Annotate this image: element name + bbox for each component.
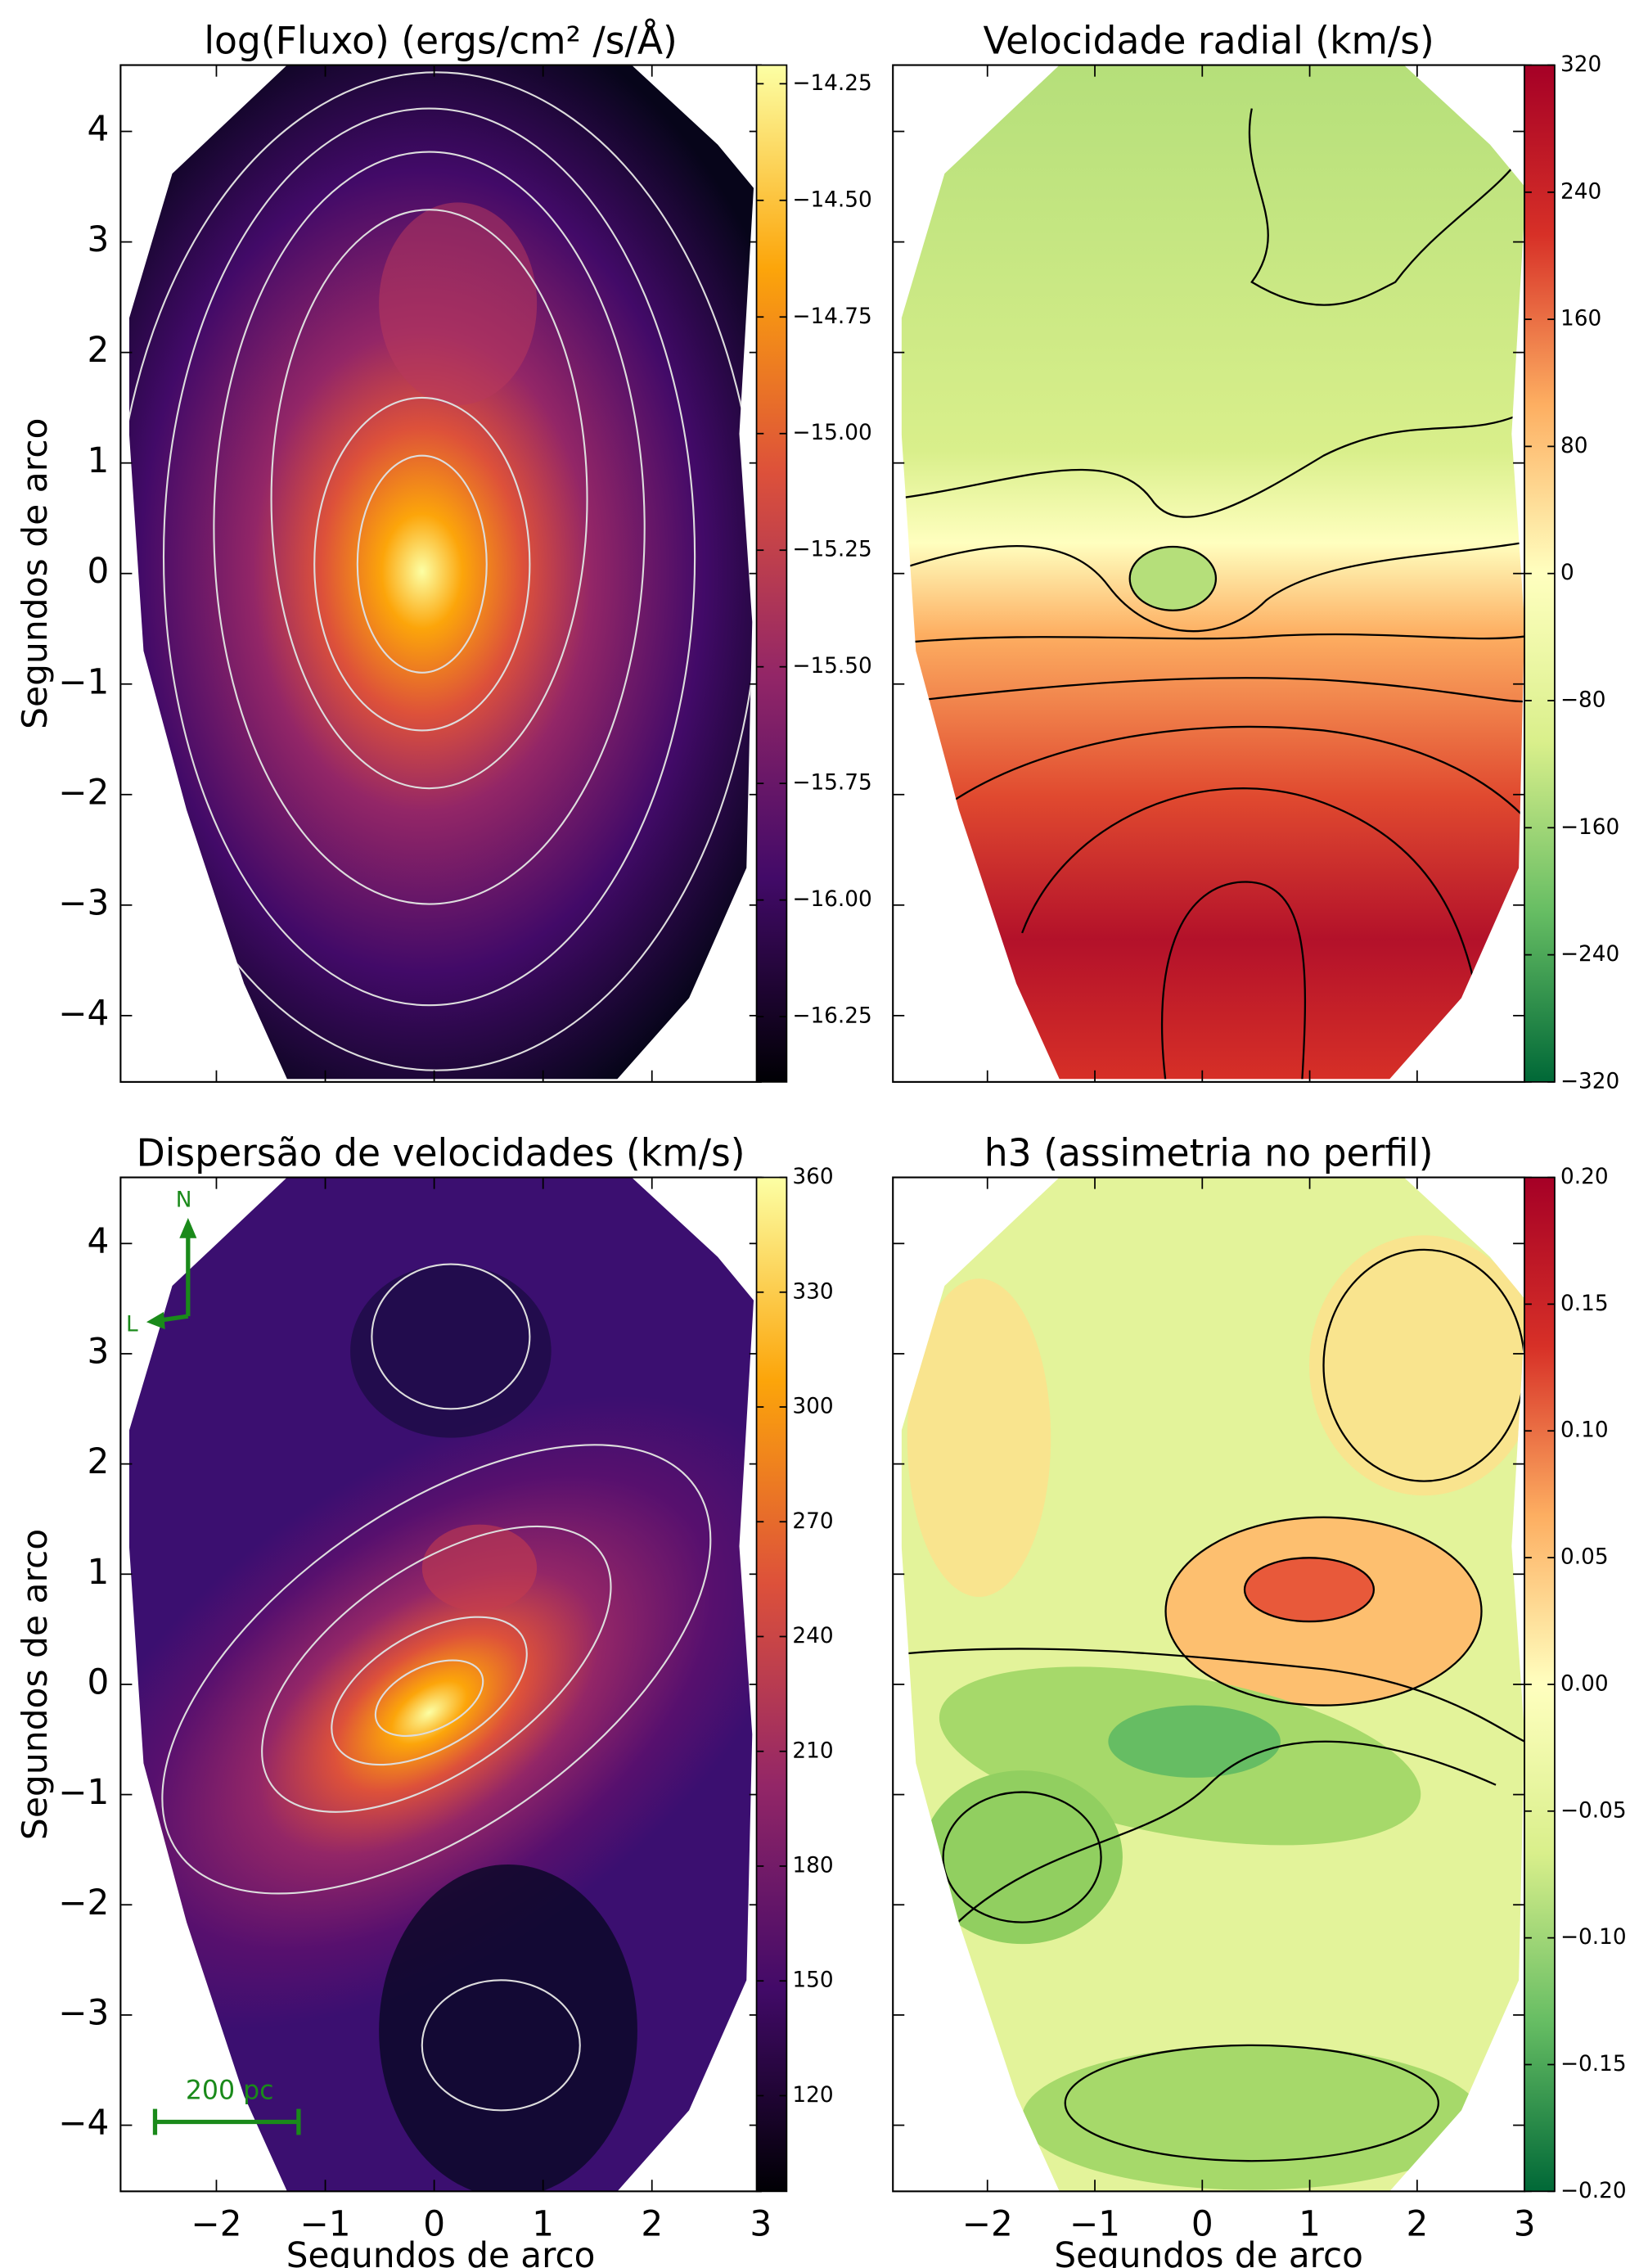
y-tick-label: −4: [58, 2103, 109, 2143]
colorbar-tick-label: −16.00: [792, 886, 871, 912]
colorbar: [755, 64, 788, 1083]
x-tick-label: −1: [1069, 2203, 1120, 2243]
colorbar: [755, 1176, 788, 2193]
y-tick-label: 0: [88, 1662, 110, 1702]
y-tick-label: −3: [58, 882, 109, 922]
colorbar-tick-label: 0.10: [1560, 1418, 1609, 1443]
y-tick-label: −2: [58, 772, 109, 812]
colorbar-tick-label: −0.20: [1560, 2178, 1627, 2203]
colorbar-tick-label: 80: [1560, 433, 1587, 458]
x-tick-label: 2: [1406, 2203, 1428, 2243]
colorbar-tick-label: −0.15: [1560, 2051, 1627, 2076]
colorbar-tick-label: 160: [1560, 306, 1601, 331]
y-tick-label: −1: [58, 661, 109, 701]
y-axis-label: Segundos de arco: [15, 418, 55, 729]
y-tick-label: −1: [58, 1772, 109, 1812]
scale-label: 200 pc: [186, 2076, 274, 2105]
colorbar-tick-label: −15.00: [792, 420, 871, 445]
y-tick-label: 2: [88, 330, 110, 370]
colorbar-tick-label: −14.50: [792, 187, 871, 212]
north-label: N: [176, 1187, 192, 1212]
colorbar-tick-label: −240: [1560, 941, 1619, 967]
colorbar-tick-label: −160: [1560, 814, 1619, 840]
y-tick-label: 3: [88, 1331, 110, 1371]
panel-title: Velocidade radial (km/s): [984, 19, 1434, 62]
colorbar-tick-label: 270: [792, 1508, 833, 1534]
colorbar-tick-label: −15.75: [792, 770, 871, 796]
colorbar-tick-label: 0.20: [1560, 1164, 1609, 1189]
y-tick-label: 0: [88, 551, 110, 591]
h3-map: [901, 1177, 1526, 2192]
x-axis-label: Segundos de arco: [1054, 2235, 1363, 2268]
y-tick-label: 3: [88, 219, 110, 259]
y-axis-label: Segundos de arco: [15, 1529, 55, 1840]
x-tick-label: −2: [962, 2203, 1013, 2243]
panel-title: Dispersão de velocidades (km/s): [137, 1131, 745, 1175]
colorbar-tick-label: 120: [792, 2082, 833, 2108]
y-tick-label: 1: [88, 440, 110, 480]
colorbar-tick-label: −16.25: [792, 1003, 871, 1029]
orientation-annotations: [146, 1217, 301, 2135]
panel-title: h3 (assimetria no perfil): [984, 1131, 1434, 1175]
colorbar-tick-label: 0.15: [1560, 1291, 1609, 1316]
x-tick-label: 3: [750, 2203, 772, 2243]
x-axis-label: Segundos de arco: [286, 2235, 596, 2268]
north-arrow-head: [179, 1217, 197, 1238]
panel-title: log(Fluxo) (ergs/cm² /s/Å): [204, 18, 677, 62]
colorbar-tick-label: 210: [792, 1738, 833, 1763]
y-tick-label: −4: [58, 993, 109, 1033]
flux-map: [128, 65, 754, 1080]
colorbar-tick-label: 0: [1560, 560, 1574, 585]
y-tick-label: 4: [88, 109, 110, 149]
colorbar-tick-label: −0.10: [1560, 1924, 1627, 1950]
colorbar-tick-label: 320: [1560, 52, 1601, 77]
colorbar-tick-label: 330: [792, 1278, 833, 1304]
x-tick-label: 1: [532, 2203, 554, 2243]
colorbar-tick-label: 360: [792, 1164, 833, 1189]
east-label: L: [126, 1311, 138, 1337]
velocity-map: [901, 65, 1526, 1080]
y-tick-label: 1: [88, 1552, 110, 1592]
east-arrow-head: [146, 1311, 165, 1330]
colorbar-tick-label: −15.50: [792, 653, 871, 679]
colorbar-tick-label: −80: [1560, 687, 1606, 712]
colorbar-tick-label: −320: [1560, 1068, 1619, 1093]
colorbar-tick-label: −0.05: [1560, 1797, 1627, 1823]
x-tick-label: 0: [423, 2203, 445, 2243]
x-tick-label: −1: [300, 2203, 351, 2243]
colorbar-tick-label: 0.05: [1560, 1544, 1609, 1570]
y-tick-label: 4: [88, 1221, 110, 1261]
y-tick-label: 2: [88, 1441, 110, 1481]
colorbar-tick-label: −15.25: [792, 537, 871, 562]
colorbar-tick-label: −14.25: [792, 70, 871, 96]
x-tick-label: 0: [1191, 2203, 1213, 2243]
colorbar-tick-label: 240: [1560, 178, 1601, 204]
x-tick-label: 1: [1299, 2203, 1321, 2243]
colorbar-tick-label: 300: [792, 1393, 833, 1418]
y-tick-label: −3: [58, 1992, 109, 2032]
colorbar-tick-label: −14.75: [792, 304, 871, 329]
dispersion-map: [128, 1177, 754, 2192]
x-tick-label: 3: [1514, 2203, 1536, 2243]
x-tick-label: −2: [191, 2203, 241, 2243]
colorbar-tick-label: 150: [792, 1968, 833, 1993]
x-tick-label: 2: [641, 2203, 663, 2243]
colorbar-tick-label: 0.00: [1560, 1671, 1609, 1696]
y-tick-label: −2: [58, 1882, 109, 1923]
colorbar-tick-label: 180: [792, 1852, 833, 1878]
colorbar-tick-label: 240: [792, 1623, 833, 1648]
